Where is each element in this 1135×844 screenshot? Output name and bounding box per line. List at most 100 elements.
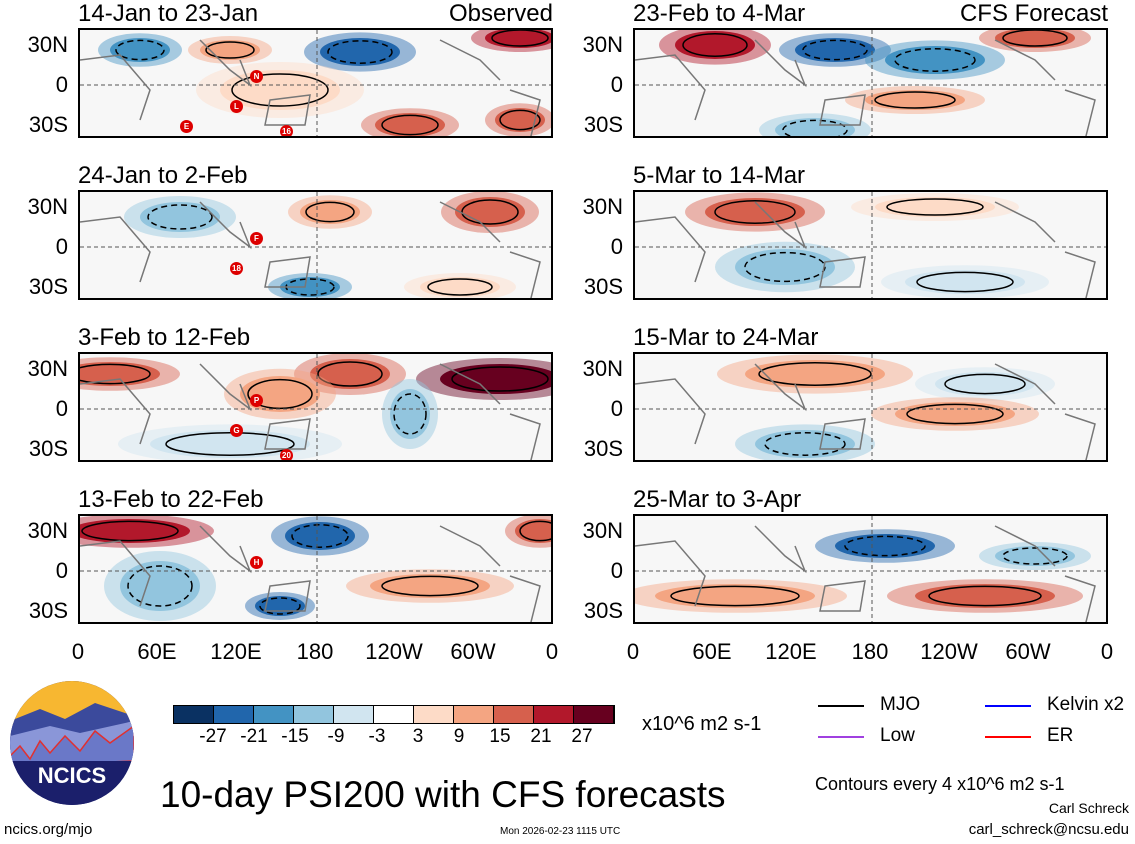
contour-line xyxy=(714,200,796,224)
anomaly-region xyxy=(705,198,805,226)
contour-line xyxy=(499,109,541,131)
longitude-label: 60W xyxy=(450,639,496,664)
colorbar-swatch xyxy=(294,706,334,723)
longitude-label: 60E xyxy=(137,639,177,664)
panel-title: 23-Feb to 4-Mar xyxy=(633,0,806,27)
storm-marker: 18 xyxy=(230,262,243,275)
anomaly-region xyxy=(370,574,490,598)
contour-line xyxy=(393,393,427,435)
anomaly-region xyxy=(390,389,430,439)
legend-line xyxy=(985,736,1031,738)
contour-line xyxy=(758,362,872,386)
longitude-label: 60W xyxy=(1005,639,1051,664)
contour-line xyxy=(944,373,1026,395)
panel-title: 25-Mar to 3-Apr xyxy=(633,486,802,513)
colorbar-swatch xyxy=(414,706,454,723)
colorbar-swatch xyxy=(374,706,414,723)
latitude-label: 0 xyxy=(610,234,623,259)
latitude-label: 0 xyxy=(610,558,623,583)
colorbar-tick-label: -21 xyxy=(240,726,268,747)
panel-title: 3-Feb to 12-Feb xyxy=(78,324,251,351)
storm-marker: E xyxy=(180,120,193,133)
longitude-label: 0 xyxy=(626,639,640,664)
anomaly-region xyxy=(455,197,525,227)
contour-line xyxy=(381,114,439,136)
latitude-label: 0 xyxy=(610,396,623,421)
anomaly-region xyxy=(915,584,1055,608)
figure-title: 10-day PSI200 with CFS forecasts xyxy=(160,774,726,815)
longitude-label: 120W xyxy=(365,639,423,664)
colorbar-tick-label: 3 xyxy=(412,726,424,747)
colorbar xyxy=(173,705,615,724)
coastline xyxy=(80,525,541,622)
storm-marker: F xyxy=(250,232,263,245)
psi200-map-panel xyxy=(633,514,1108,624)
latitude-label: 0 xyxy=(55,72,68,97)
anomaly-region xyxy=(865,90,965,110)
contour-line xyxy=(764,432,846,456)
colorbar-units: x10^6 m2 s-1 xyxy=(642,713,762,735)
latitude-label: 30N xyxy=(27,356,68,381)
contour-line xyxy=(670,585,800,607)
anomaly-region xyxy=(655,584,815,608)
contour-line xyxy=(147,204,213,230)
longitude-label: 60E xyxy=(692,639,732,664)
contour-line xyxy=(874,91,956,109)
contour-line xyxy=(886,198,984,216)
coastline xyxy=(80,39,541,136)
colorbar-tick-label: 21 xyxy=(530,726,552,747)
coastline xyxy=(635,39,1096,136)
contour-line xyxy=(782,119,848,136)
legend-label: ER xyxy=(1047,725,1074,746)
contour-line xyxy=(127,565,193,607)
latitude-label: 30N xyxy=(582,194,623,219)
storm-marker: N xyxy=(250,70,263,83)
latitude-label: 30S xyxy=(28,436,68,461)
coastline xyxy=(80,201,541,298)
contour-line xyxy=(844,535,926,557)
latitude-label: 30S xyxy=(583,274,623,299)
anomaly-region xyxy=(255,596,305,616)
psi200-map-panel: H xyxy=(78,514,553,624)
url-link[interactable]: ncics.org/mjo xyxy=(4,821,93,838)
latitude-label: 0 xyxy=(55,396,68,421)
contour-line xyxy=(894,48,976,72)
legend-label: Low xyxy=(880,725,915,746)
anomaly-region xyxy=(875,197,995,217)
anomaly-region xyxy=(935,372,1035,396)
colorbar-swatch xyxy=(254,706,294,723)
legend-line xyxy=(818,705,864,707)
anomaly-region xyxy=(440,364,551,394)
legend-label: MJO xyxy=(880,694,921,715)
longitude-label: 120W xyxy=(920,639,978,664)
latitude-label: 30S xyxy=(583,598,623,623)
psi200-map-panel xyxy=(633,190,1108,300)
anomaly-region xyxy=(895,402,1015,426)
contour-line xyxy=(928,585,1042,607)
anomaly-region xyxy=(285,522,355,550)
anomaly-region xyxy=(735,249,835,285)
anomaly-region xyxy=(375,113,445,136)
longitude-label: 0 xyxy=(545,639,559,664)
latitude-label: 30N xyxy=(27,32,68,57)
contour-line xyxy=(744,251,826,283)
longitude-label: 0 xyxy=(1100,639,1114,664)
latitude-label: 30N xyxy=(582,518,623,543)
storm-marker: P xyxy=(250,394,263,407)
anomaly-region xyxy=(885,46,985,74)
panel-title: 14-Jan to 23-Jan xyxy=(78,0,259,27)
latitude-label: 0 xyxy=(610,72,623,97)
storm-marker: G xyxy=(230,424,243,437)
anomaly-region xyxy=(795,38,875,62)
contour-line xyxy=(682,33,748,57)
latitude-label: 30S xyxy=(583,436,623,461)
anomaly-region xyxy=(300,200,360,224)
email-link[interactable]: carl_schreck@ncsu.edu xyxy=(968,821,1129,838)
panel-source-label: CFS Forecast xyxy=(959,0,1108,27)
contour-line xyxy=(451,366,549,392)
contour-line xyxy=(115,39,165,61)
anomaly-region xyxy=(755,430,855,458)
latitude-label: 30N xyxy=(582,32,623,57)
contour-note: Contours every 4 x10^6 m2 s-1 xyxy=(815,774,1065,794)
latitude-label: 30N xyxy=(582,356,623,381)
